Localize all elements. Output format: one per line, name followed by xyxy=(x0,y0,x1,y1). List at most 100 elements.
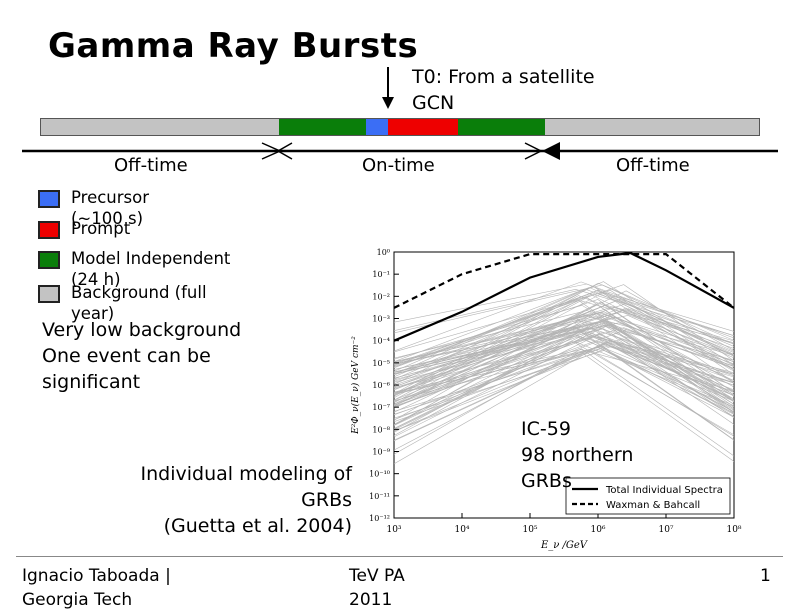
y-tick-label: 10⁻¹¹ xyxy=(369,492,390,501)
individual-spectrum-line xyxy=(394,308,734,386)
individual-spectrum-line xyxy=(394,314,734,396)
y-tick-label: 10⁻⁷ xyxy=(372,403,390,412)
ic59-note: IC-59 98 northern GRBs xyxy=(521,416,633,494)
ic59-note-line3: GRBs xyxy=(521,470,572,492)
on-time-label: On-time xyxy=(362,155,435,176)
y-tick-label: 10⁻⁸ xyxy=(372,425,390,434)
legend-precursor-line1: Precursor xyxy=(71,188,150,207)
x-axis-label: E_ν /GeV xyxy=(540,540,589,551)
model-caption-line3: (Guetta et al. 2004) xyxy=(163,515,352,537)
legend-precursor-line2: (~100 s) xyxy=(71,209,144,228)
x-tick-label: 10⁴ xyxy=(454,525,469,535)
individual-spectrum-line xyxy=(394,344,734,396)
y-tick-label: 10⁻¹ xyxy=(372,270,390,279)
individual-spectrum-line xyxy=(394,281,734,375)
individual-spectrum-line xyxy=(394,287,734,372)
timeline-arrows xyxy=(22,142,778,160)
individual-spectrum-line xyxy=(394,282,734,395)
footer-author-line2: Georgia Tech xyxy=(22,590,133,610)
individual-spectrum-line xyxy=(394,316,734,383)
ic59-note-line2: 98 northern xyxy=(521,444,634,466)
chart-legend-box xyxy=(565,477,731,515)
individual-spectrum-line xyxy=(394,306,734,373)
individual-spectrum-line xyxy=(394,334,734,408)
background-note-line2: One event can be xyxy=(42,345,211,367)
y-tick-label: 10⁻⁵ xyxy=(372,359,390,368)
y-tick-label: 10⁻³ xyxy=(372,315,390,324)
background-note: Very low background One event can be sig… xyxy=(42,317,241,395)
legend-background-line2: year) xyxy=(71,304,115,323)
model-caption-line2: GRBs xyxy=(301,489,352,511)
individual-spectrum-line xyxy=(394,303,734,382)
individual-spectrum-line xyxy=(394,283,734,347)
footer-author-line1: Ignacio Taboada | xyxy=(22,566,171,586)
individual-spectrum-line xyxy=(394,298,734,395)
legend-prompt-label: Prompt xyxy=(71,219,131,238)
timeline-segment-precursor xyxy=(366,119,388,135)
individual-spectrum-line xyxy=(394,348,734,457)
individual-spectrum-line xyxy=(394,292,734,369)
timeline-segment-model-independent-left xyxy=(279,119,366,135)
individual-spectrum-line xyxy=(394,288,734,336)
y-tick-label: 10⁻² xyxy=(372,292,390,301)
x-tick-label: 10⁸ xyxy=(726,525,741,535)
background-note-line1: Very low background xyxy=(42,319,242,341)
ic59-note-line1: IC-59 xyxy=(521,418,571,440)
individual-spectrum-line xyxy=(394,311,734,370)
individual-spectrum-line xyxy=(394,289,734,370)
individual-spectrum-line xyxy=(394,351,734,462)
background-note-line3: significant xyxy=(42,371,141,393)
individual-spectrum-line xyxy=(394,286,734,385)
footer-event-line1: TeV PA xyxy=(349,566,405,586)
grb-timeline-bar xyxy=(40,118,760,136)
model-caption-line1: Individual modeling of xyxy=(140,463,352,485)
individual-spectrum-line xyxy=(394,328,734,400)
individual-spectrum-line xyxy=(394,284,734,341)
series-line-waxman-bahcall xyxy=(394,253,734,309)
t0-arrow-icon xyxy=(382,67,394,109)
individual-spectrum-line xyxy=(394,320,734,426)
y-tick-label: 10⁻⁶ xyxy=(372,381,390,390)
y-axis-label: E²Φ_ν(E_ν) GeV cm⁻² xyxy=(350,336,361,435)
off-time-left-label: Off-time xyxy=(114,155,188,176)
t0-note-line2: GCN xyxy=(412,92,455,114)
legend-swatch-precursor xyxy=(38,190,60,208)
individual-spectrum-line xyxy=(394,290,734,366)
footer-event: TeV PA 2011 xyxy=(349,564,405,612)
legend-background-line1: Background (full xyxy=(71,283,207,302)
timeline-segment-prompt xyxy=(388,119,458,135)
individual-spectrum-line xyxy=(394,321,734,405)
y-tick-label: 10⁻¹⁰ xyxy=(369,470,390,479)
timeline-segment-background-left xyxy=(41,119,279,135)
legend-swatch-background xyxy=(38,285,60,303)
y-tick-label: 10⁻¹² xyxy=(369,514,390,523)
x-tick-label: 10⁷ xyxy=(658,525,673,535)
y-tick-label: 10⁻⁴ xyxy=(372,337,390,346)
off-time-right-label: Off-time xyxy=(616,155,690,176)
legend-swatch-model-independent xyxy=(38,251,60,269)
individual-spectrum-line xyxy=(394,315,734,365)
footer-author: Ignacio Taboada | Georgia Tech xyxy=(22,564,171,612)
page-number: 1 xyxy=(760,566,771,586)
individual-spectrum-line xyxy=(394,341,734,408)
legend-label-0: Total Individual Spectra xyxy=(605,485,723,496)
individual-spectra-group xyxy=(394,281,734,465)
timeline-segment-background-right xyxy=(545,119,759,135)
individual-spectrum-line xyxy=(394,310,734,397)
neutrino-spectra-chart: 10³ 10⁴ 10⁵ 10⁶ 10⁷ 10⁸ 10⁰ 10⁻¹ 10⁻² 10⁻³ 10⁻⁴ 10⁻… xyxy=(350,248,742,551)
individual-spectrum-line xyxy=(394,323,734,431)
individual-spectrum-line xyxy=(394,289,734,378)
individual-spectrum-line xyxy=(394,293,734,368)
timeline-segment-model-independent-right xyxy=(458,119,545,135)
individual-spectrum-line xyxy=(394,304,734,421)
x-tick-label: 10³ xyxy=(386,525,401,535)
legend-model-independent-line1: Model Independent xyxy=(71,249,231,268)
y-tick-label: 10⁰ xyxy=(377,248,390,257)
model-caption: Individual modeling of GRBs (Guetta et a… xyxy=(60,461,352,539)
footer-event-line2: 2011 xyxy=(349,590,393,610)
legend-swatch-prompt xyxy=(38,221,60,239)
individual-spectrum-line xyxy=(394,333,734,438)
y-tick-label: 10⁻⁹ xyxy=(372,448,390,457)
legend-model-independent-line2: (24 h) xyxy=(71,270,121,289)
legend-label-1: Waxman & Bahcall xyxy=(606,500,700,511)
